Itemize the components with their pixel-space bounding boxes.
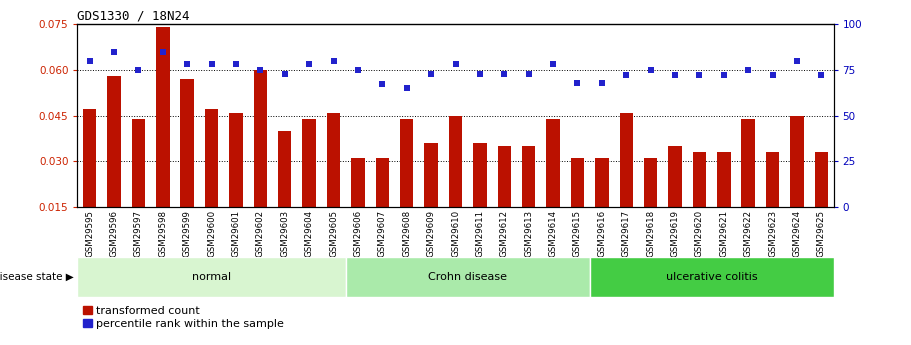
Legend: transformed count, percentile rank within the sample: transformed count, percentile rank withi…	[83, 306, 284, 329]
Point	[179, 62, 194, 67]
Bar	[302, 119, 316, 253]
Point	[643, 67, 658, 72]
Bar	[449, 116, 462, 253]
Bar	[742, 119, 755, 253]
Point	[790, 58, 804, 63]
Point	[131, 67, 146, 72]
Bar	[83, 109, 97, 253]
Point	[326, 58, 341, 63]
Point	[204, 62, 219, 67]
Text: Crohn disease: Crohn disease	[428, 272, 507, 282]
Text: ulcerative colitis: ulcerative colitis	[666, 272, 757, 282]
Point	[521, 71, 536, 76]
Bar	[814, 152, 828, 253]
Bar	[717, 152, 731, 253]
Point	[375, 82, 390, 87]
Point	[692, 72, 707, 78]
Point	[595, 80, 609, 86]
Bar	[400, 119, 414, 253]
Point	[448, 62, 463, 67]
Point	[717, 72, 732, 78]
Bar	[790, 116, 804, 253]
Bar	[180, 79, 194, 253]
Point	[497, 71, 512, 76]
Bar	[692, 152, 706, 253]
Point	[399, 85, 414, 91]
Text: GDS1330 / 18N24: GDS1330 / 18N24	[77, 10, 189, 23]
Point	[278, 71, 292, 76]
Bar	[352, 158, 364, 253]
Bar	[327, 112, 340, 253]
Bar	[278, 131, 292, 253]
Bar	[253, 70, 267, 253]
Point	[619, 72, 633, 78]
Bar	[205, 109, 219, 253]
Bar	[132, 119, 145, 253]
Bar	[230, 112, 242, 253]
Bar	[425, 143, 438, 253]
Point	[546, 62, 560, 67]
Point	[107, 49, 121, 54]
Point	[156, 49, 170, 54]
Point	[351, 67, 365, 72]
Bar	[547, 119, 559, 253]
Bar	[375, 158, 389, 253]
Bar	[522, 146, 536, 253]
Bar	[107, 76, 121, 253]
Bar	[595, 158, 609, 253]
Point	[82, 58, 97, 63]
Point	[668, 72, 682, 78]
Bar	[571, 158, 584, 253]
Point	[424, 71, 438, 76]
Point	[229, 62, 243, 67]
Point	[765, 72, 780, 78]
Point	[570, 80, 585, 86]
Point	[253, 67, 268, 72]
Bar	[644, 158, 658, 253]
Point	[302, 62, 316, 67]
Text: disease state ▶: disease state ▶	[0, 272, 74, 282]
Bar	[346, 257, 589, 297]
Bar	[589, 257, 834, 297]
Text: normal: normal	[192, 272, 231, 282]
Bar	[156, 27, 169, 253]
Bar	[77, 257, 346, 297]
Bar	[619, 112, 633, 253]
Bar	[766, 152, 779, 253]
Bar	[497, 146, 511, 253]
Bar	[669, 146, 681, 253]
Bar	[473, 143, 486, 253]
Point	[814, 72, 829, 78]
Point	[741, 67, 755, 72]
Point	[473, 71, 487, 76]
